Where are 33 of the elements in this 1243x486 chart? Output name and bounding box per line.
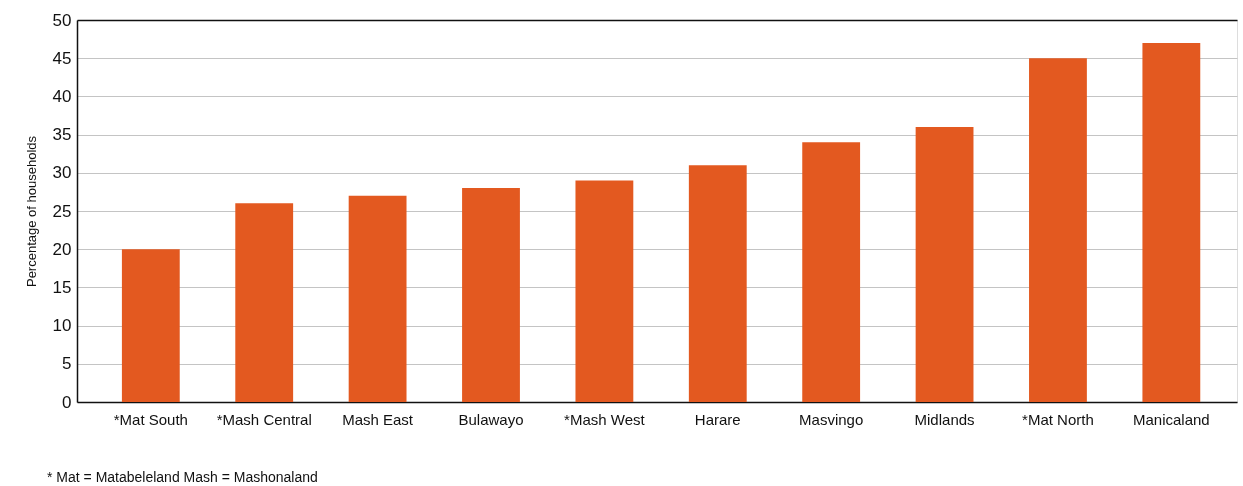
y-tick-label: 20 <box>52 239 72 259</box>
bar <box>348 195 407 402</box>
x-tick-label: Mash East <box>342 410 414 428</box>
y-tick-label: 30 <box>52 163 72 183</box>
bar <box>802 142 861 402</box>
y-tick-label: 0 <box>62 392 72 412</box>
bar <box>575 180 634 402</box>
y-tick-label: 40 <box>52 86 72 106</box>
x-tick-label: *Mash West <box>564 410 646 428</box>
y-tick-label: 45 <box>52 48 72 68</box>
bar <box>235 203 294 402</box>
x-tick-label: Bulawayo <box>458 410 524 428</box>
y-tick-label: 15 <box>52 277 72 297</box>
x-tick-label: Midlands <box>914 410 975 428</box>
x-tick-label: *Mash Central <box>216 410 312 428</box>
x-tick-label: *Mat South <box>113 410 188 428</box>
y-tick-label: 35 <box>52 125 72 145</box>
bar <box>688 165 747 402</box>
bar <box>462 188 520 402</box>
y-tick-label: 50 <box>52 10 72 30</box>
y-tick-label: 10 <box>52 316 72 336</box>
x-tick-label: Harare <box>694 410 741 428</box>
y-tick-label: 25 <box>52 201 72 221</box>
y-tick-label: 5 <box>62 354 72 374</box>
text: * Mat = Matabeleland Mash = Mashonaland <box>47 469 318 485</box>
x-tick-label: Masvingo <box>799 410 864 428</box>
x-tick-label: Manicaland <box>1132 410 1210 428</box>
bar <box>1142 42 1201 402</box>
bar <box>915 126 974 402</box>
bar <box>121 249 180 402</box>
x-tick-label: *Mat North <box>1022 410 1094 428</box>
y-axis-title: Percentage of households <box>23 135 39 288</box>
bar <box>1029 58 1087 402</box>
